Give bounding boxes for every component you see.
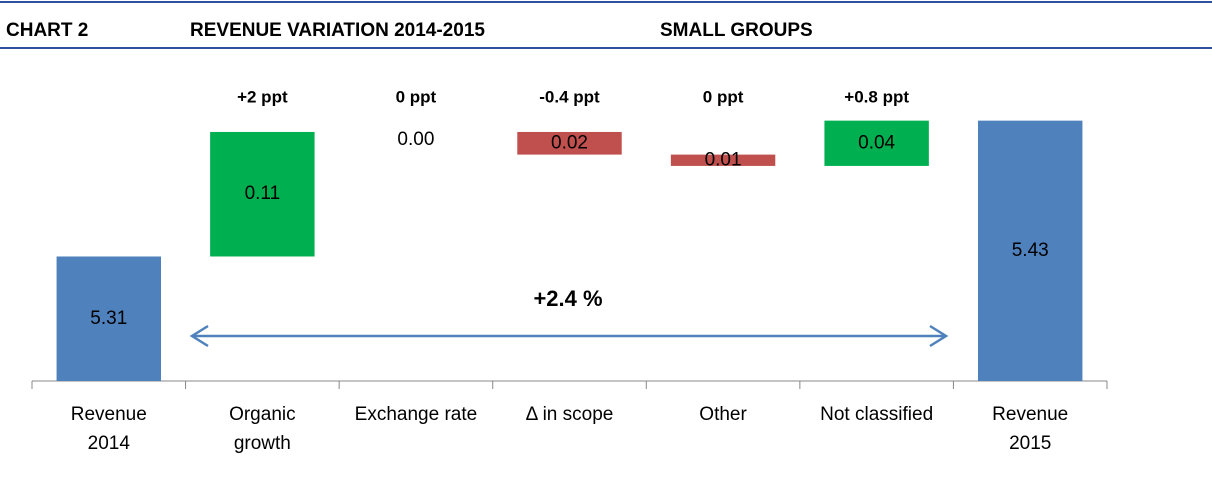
ppt-label: 0 ppt (703, 87, 744, 106)
bar (210, 131, 315, 257)
value-label: 0.01 (705, 149, 742, 170)
bar (56, 256, 162, 381)
ppt-label: 0 ppt (396, 87, 437, 106)
span-arrow (189, 324, 949, 348)
bar (824, 120, 929, 166)
value-label: 0.11 (245, 183, 281, 204)
arrow-label: +2.4 % (533, 286, 602, 311)
x-tick-label: Δ in scope (525, 404, 614, 425)
x-tick-label: Not classified (820, 404, 934, 425)
value-label: 5.43 (1012, 240, 1049, 261)
x-tick-label: Exchange rate (354, 404, 478, 425)
ppt-label: +0.8 ppt (844, 87, 909, 106)
header-label: CHART 2 (6, 20, 89, 41)
ppt-label: +2 ppt (237, 87, 288, 106)
header-subtitle: SMALL GROUPS (660, 20, 813, 41)
header-title: REVENUE VARIATION 2014-2015 (190, 20, 485, 41)
bar (517, 131, 622, 155)
value-label: 0.00 (397, 129, 434, 150)
bar (670, 154, 776, 166)
value-label: 0.04 (858, 132, 895, 153)
x-tick-label: Revenue 2014 (70, 404, 147, 454)
x-tick-label: Revenue 2015 (992, 404, 1069, 454)
x-tick-label: Other (699, 404, 747, 425)
bar (978, 120, 1083, 381)
value-label: 5.31 (90, 308, 127, 329)
ppt-label: -0.4 ppt (539, 87, 600, 106)
x-tick-label: Organic growth (229, 404, 296, 454)
value-label: 0.02 (551, 132, 588, 153)
